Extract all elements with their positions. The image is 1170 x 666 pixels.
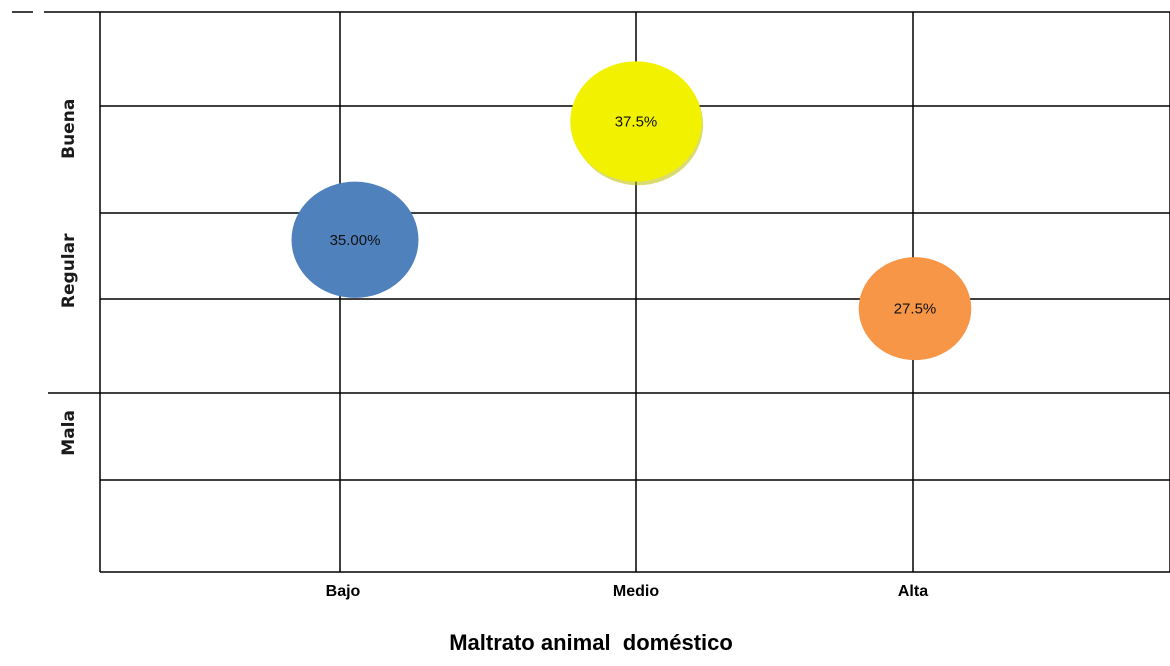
y-tick-label-mala: Mala: [59, 410, 79, 456]
x-tick-label-bajo: Bajo: [326, 583, 361, 600]
bubbles: 35.00% 37.5% 27.5%: [291, 61, 972, 361]
bubble-mark: [570, 61, 702, 182]
x-tick-label-medio: Medio: [613, 583, 659, 600]
bubble-mark: [858, 257, 972, 361]
x-axis-labels: Bajo Medio Alta: [326, 583, 929, 600]
bubble-data-label: 27.5%: [894, 301, 937, 318]
bubble-data-label: 35.00%: [330, 232, 381, 249]
bubble-mark: [291, 181, 419, 298]
bubble-bajo: 35.00%: [291, 181, 419, 298]
y-tick-label-regular: Regular: [59, 233, 79, 308]
bubble-medio: 37.5%: [570, 61, 704, 186]
y-axis-labels: Mala Regular Buena: [59, 99, 79, 456]
bubble-data-label: 37.5%: [615, 114, 658, 131]
x-axis-title: Maltrato animal doméstico: [449, 630, 733, 655]
bubble-alta: 27.5%: [858, 257, 972, 361]
x-tick-label-alta: Alta: [898, 583, 928, 600]
y-tick-label-buena: Buena: [59, 99, 79, 159]
